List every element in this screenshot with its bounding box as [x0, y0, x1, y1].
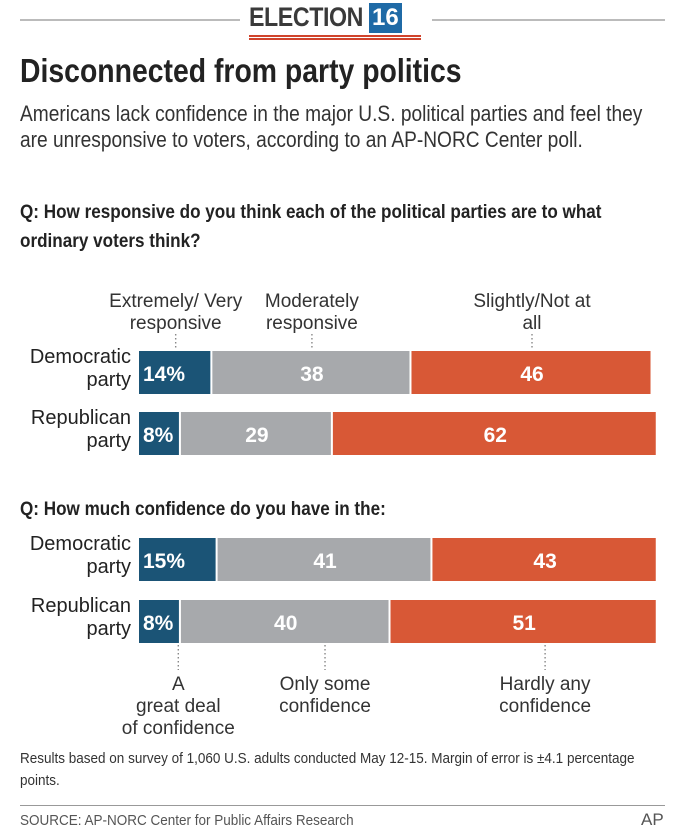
- page-title: Disconnected from party politics: [20, 52, 462, 89]
- data-label: 8%: [143, 424, 174, 447]
- badge-word: ELECTION: [249, 2, 363, 32]
- flag-stripes: [249, 35, 421, 41]
- data-label: 41: [313, 550, 337, 573]
- category-label: Republican party: [31, 407, 131, 452]
- bar-segment: [139, 351, 211, 394]
- data-label: 62: [484, 424, 507, 447]
- bar-segment: [217, 538, 431, 581]
- legend-label: Only some confidence: [279, 674, 371, 717]
- data-label: 43: [533, 550, 556, 573]
- footer-rule: [20, 805, 665, 806]
- header-rule-left: [20, 19, 240, 21]
- source-line: SOURCE: AP-NORC Center for Public Affair…: [20, 812, 354, 829]
- data-label: 46: [520, 363, 543, 386]
- bar-segment: [180, 600, 389, 643]
- category-label: Republican party: [31, 595, 131, 640]
- legend-label: Slightly/Not at all: [473, 291, 591, 334]
- data-label: 14%: [143, 363, 185, 386]
- legend-label: Hardly any confidence: [499, 674, 591, 717]
- header-rule-right: [432, 19, 665, 21]
- bar-segment: [212, 351, 410, 394]
- bar-segment: [139, 412, 179, 455]
- bar-segment: [139, 538, 216, 581]
- bar-segment: [411, 351, 651, 394]
- data-label: 40: [274, 612, 297, 635]
- footnote: Results based on survey of 1,060 U.S. ad…: [20, 750, 635, 789]
- data-label: 15%: [143, 550, 185, 573]
- bar-segment: [139, 600, 179, 643]
- legend-label: Moderately responsive: [265, 291, 359, 334]
- category-label: Democratic party: [30, 346, 131, 391]
- data-label: 8%: [143, 612, 174, 635]
- bar-segment: [180, 412, 331, 455]
- data-label: 38: [300, 363, 324, 386]
- election-badge: ELECTION 16: [249, 2, 421, 41]
- badge-number: 16: [369, 2, 402, 33]
- legend-label: Extremely/ Very responsive: [109, 291, 243, 334]
- bar-segment: [432, 538, 656, 581]
- bar-segment: [390, 600, 656, 643]
- category-label: Democratic party: [30, 533, 131, 578]
- data-label: 51: [512, 612, 536, 635]
- bar-segment: [332, 412, 656, 455]
- question-confidence: Q: How much confidence do you have in th…: [20, 499, 386, 520]
- page-subtitle: Americans lack confidence in the major U…: [20, 101, 643, 152]
- data-label: 29: [245, 424, 268, 447]
- question-responsive: Q: How responsive do you think each of t…: [20, 202, 602, 252]
- credit-label: AP: [641, 810, 664, 829]
- stacked-bar-charts: Democratic party 14% 38 46 Republican party 8% 2…: [30, 291, 656, 739]
